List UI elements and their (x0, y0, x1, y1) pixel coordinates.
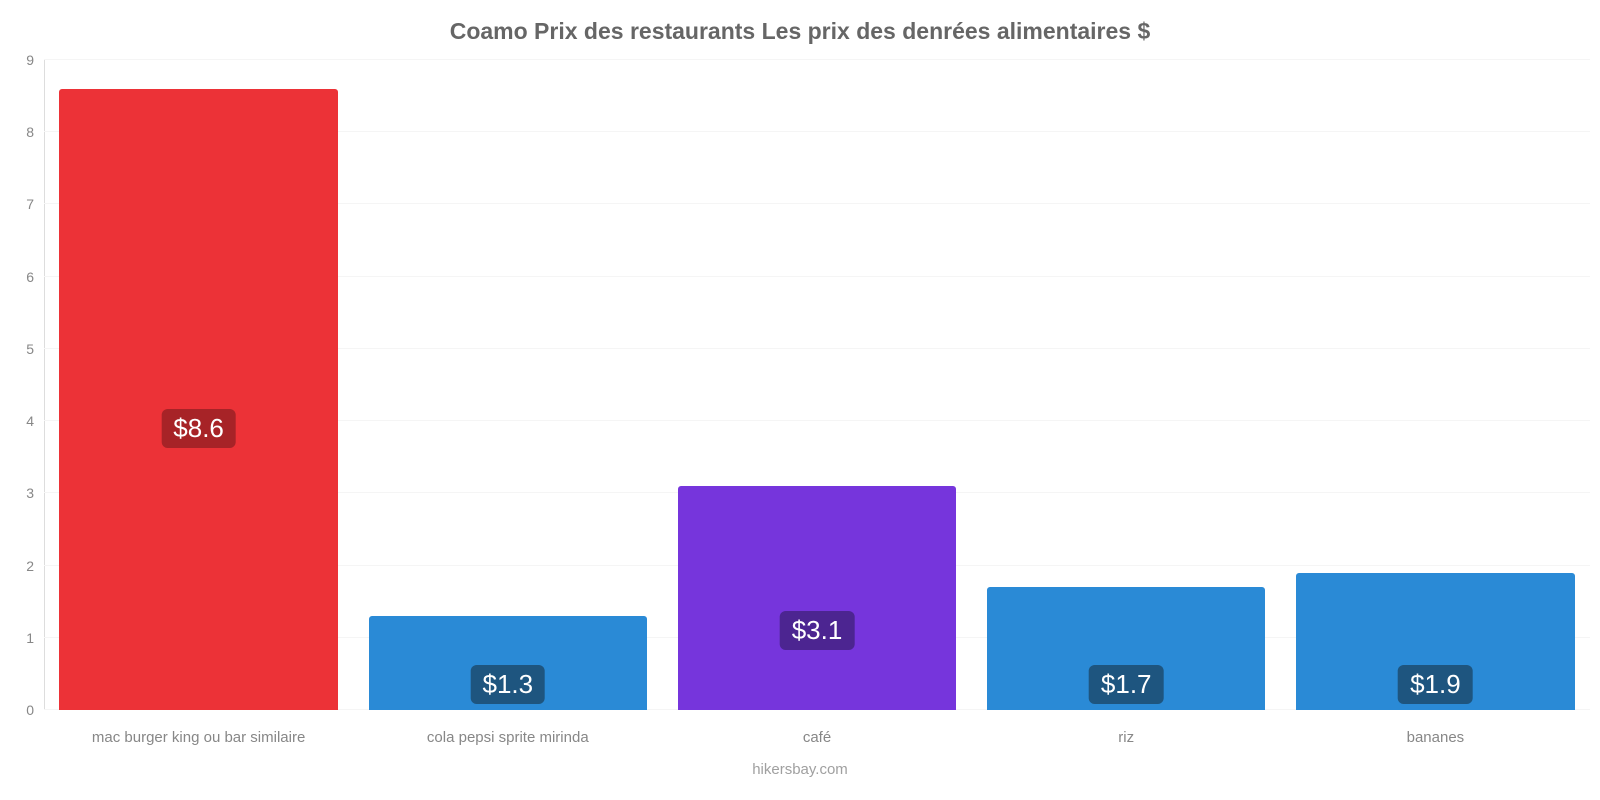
y-tick-label: 3 (26, 485, 44, 501)
y-tick-label: 6 (26, 269, 44, 285)
y-tick-label: 0 (26, 702, 44, 718)
plot-area: 0123456789 $8.6$1.3$3.1$1.7$1.9 (44, 60, 1590, 710)
y-tick-label: 2 (26, 558, 44, 574)
y-tick-label: 1 (26, 630, 44, 646)
chart-title: Coamo Prix des restaurants Les prix des … (0, 18, 1600, 45)
bar-slot: $3.1 (662, 60, 971, 710)
x-tick-label: café (662, 729, 971, 746)
bar-slot: $8.6 (44, 60, 353, 710)
y-tick-label: 4 (26, 413, 44, 429)
bar-slot: $1.9 (1281, 60, 1590, 710)
source-attribution: hikersbay.com (0, 761, 1600, 778)
bar-value-label: $1.9 (1398, 665, 1473, 704)
bar: $3.1 (678, 486, 956, 710)
y-tick-label: 7 (26, 196, 44, 212)
bar-value-label: $1.3 (470, 665, 545, 704)
bar-slot: $1.3 (353, 60, 662, 710)
x-tick-label: bananes (1281, 729, 1590, 746)
bars-container: $8.6 $1.3 $3.1 $1.7 $1.9 (44, 60, 1590, 710)
bar-value-label: $3.1 (780, 611, 855, 650)
x-tick-label: riz (972, 729, 1281, 746)
bar: $1.7 (987, 587, 1265, 710)
bar: $1.3 (369, 616, 647, 710)
bar-value-label: $8.6 (161, 409, 236, 448)
y-tick-label: 8 (26, 124, 44, 140)
x-axis-labels: mac burger king ou bar similairecola pep… (44, 729, 1590, 746)
bar: $1.9 (1296, 573, 1574, 710)
bar-value-label: $1.7 (1089, 665, 1164, 704)
price-bar-chart: Coamo Prix des restaurants Les prix des … (0, 0, 1600, 800)
bar: $8.6 (59, 89, 337, 710)
bar-slot: $1.7 (972, 60, 1281, 710)
y-tick-label: 9 (26, 52, 44, 68)
x-tick-label: cola pepsi sprite mirinda (353, 729, 662, 746)
x-tick-label: mac burger king ou bar similaire (44, 729, 353, 746)
y-tick-label: 5 (26, 341, 44, 357)
